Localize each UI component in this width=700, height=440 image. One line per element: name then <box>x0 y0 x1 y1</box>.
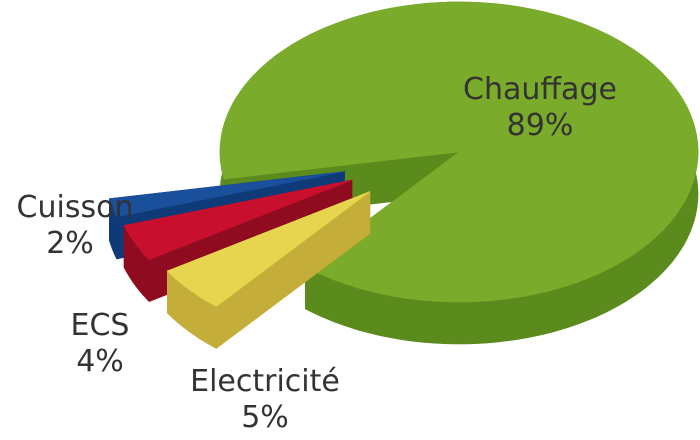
label-cuisson: Cuisson 2% <box>10 190 140 262</box>
label-value: 89% <box>506 108 574 143</box>
slice-ecs <box>123 179 353 260</box>
label-value: 2% <box>46 226 94 261</box>
label-name: Chauffage <box>463 72 617 107</box>
label-chauffage: Chauffage 89% <box>455 72 625 144</box>
label-name: Electricité <box>190 364 340 399</box>
label-electricite: Electricité 5% <box>180 364 350 436</box>
label-name: ECS <box>70 308 130 343</box>
label-value: 5% <box>241 400 289 435</box>
label-ecs: ECS 4% <box>60 308 140 380</box>
slice-electricit <box>166 191 371 307</box>
slice-chauffage <box>219 1 699 303</box>
slice-cuisson <box>108 171 345 218</box>
label-name: Cuisson <box>16 190 134 225</box>
label-value: 4% <box>76 344 124 379</box>
